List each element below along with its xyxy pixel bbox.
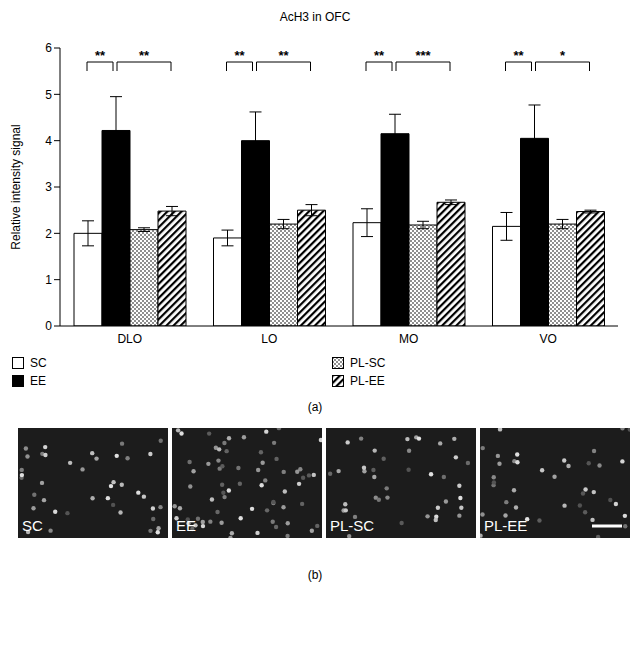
html-text:SC: SC [22, 517, 43, 534]
svg-text:***: *** [415, 48, 431, 63]
svg-text:**: ** [95, 48, 106, 63]
svg-text:Relative intensity signal: Relative intensity signal [9, 124, 23, 249]
svg-text:2: 2 [45, 227, 52, 241]
svg-text:DLO: DLO [117, 332, 142, 346]
svg-text:5: 5 [45, 88, 52, 102]
svg-text:6: 6 [45, 41, 52, 55]
svg-text:**: ** [278, 48, 289, 63]
svg-text:MO: MO [399, 332, 418, 346]
svg-text:**: ** [139, 48, 150, 63]
html-text:(b): (b) [307, 568, 323, 582]
html-text:PL-EE: PL-EE [350, 374, 385, 388]
html-text:PL-EE: PL-EE [484, 517, 528, 534]
html-text:EE: EE [176, 517, 196, 534]
svg-text:4: 4 [45, 134, 52, 148]
svg-text:*: * [560, 48, 566, 63]
html-text:SC: SC [30, 356, 47, 370]
html-text:PL-SC: PL-SC [330, 517, 375, 534]
svg-text:**: ** [234, 48, 245, 63]
svg-text:**: ** [513, 48, 524, 63]
svg-text:**: ** [374, 48, 385, 63]
html-text:PL-SC: PL-SC [350, 356, 386, 370]
html-text:EE: EE [30, 374, 46, 388]
svg-text:1: 1 [45, 273, 52, 287]
svg-text:LO: LO [261, 332, 277, 346]
svg-text:VO: VO [540, 332, 557, 346]
svg-text:0: 0 [45, 319, 52, 333]
html-text:AcH3 in OFC: AcH3 in OFC [279, 10, 351, 24]
html-text:(a): (a) [307, 400, 323, 414]
svg-text:3: 3 [45, 180, 52, 194]
